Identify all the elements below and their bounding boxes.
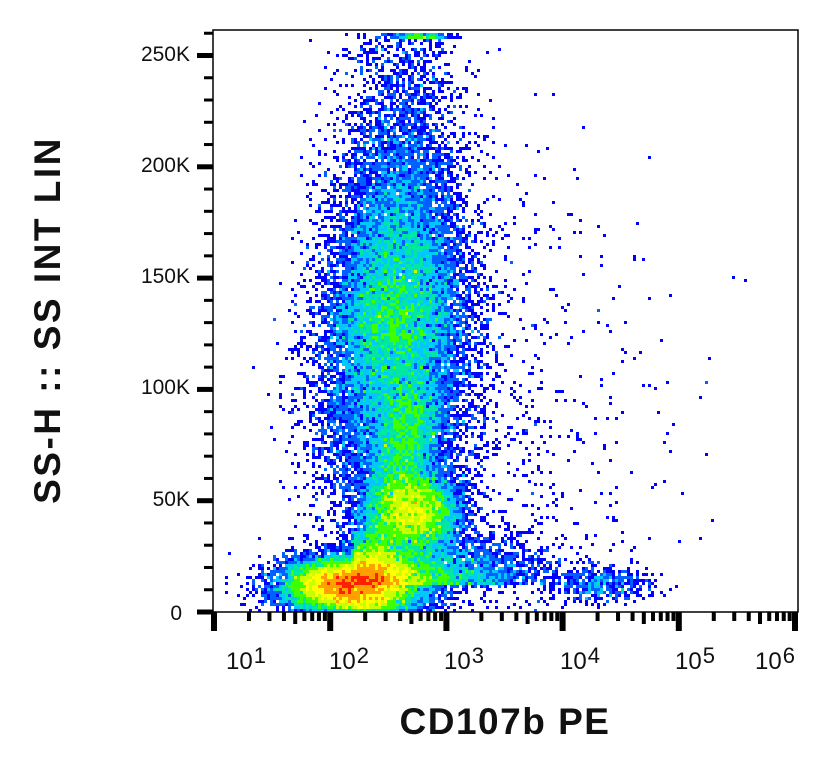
y-major-tick — [197, 387, 213, 392]
x-axis-title: CD107b PE — [400, 701, 611, 743]
x-tick-label: 105 — [675, 650, 715, 674]
x-minor-tick — [439, 612, 443, 621]
x-minor-tick — [651, 612, 655, 621]
x-minor-tick — [384, 612, 388, 621]
y-minor-tick — [204, 99, 213, 102]
x-minor-tick — [409, 612, 413, 624]
y-minor-tick — [204, 143, 213, 146]
x-tick-label: 104 — [560, 650, 600, 674]
y-major-tick — [197, 610, 213, 615]
y-axis-ticks — [197, 32, 213, 615]
y-tick-label: 0 — [102, 603, 182, 624]
x-minor-tick — [514, 612, 518, 621]
x-minor-tick — [310, 612, 314, 621]
y-minor-tick — [204, 299, 213, 302]
x-minor-tick — [302, 612, 306, 621]
x-major-tick — [327, 612, 333, 631]
x-major-tick — [211, 612, 217, 631]
y-minor-tick — [204, 188, 213, 191]
x-minor-tick — [616, 612, 620, 621]
x-tick-label: 103 — [444, 650, 484, 674]
y-minor-tick — [204, 410, 213, 413]
x-minor-tick — [526, 612, 530, 624]
y-minor-tick — [204, 76, 213, 79]
y-major-tick — [197, 164, 213, 169]
x-minor-tick — [267, 612, 271, 621]
x-minor-tick — [398, 612, 402, 621]
y-minor-tick — [204, 321, 213, 324]
y-minor-tick — [204, 521, 213, 524]
x-minor-tick — [500, 612, 504, 621]
x-major-tick — [443, 612, 449, 631]
x-minor-tick — [433, 612, 437, 621]
y-minor-tick — [204, 121, 213, 124]
y-minor-tick — [204, 477, 213, 480]
y-minor-tick — [204, 455, 213, 458]
x-minor-tick — [788, 612, 792, 621]
x-minor-tick — [549, 612, 553, 621]
y-major-tick — [197, 498, 213, 503]
y-minor-tick — [204, 588, 213, 591]
y-minor-tick — [204, 343, 213, 346]
x-minor-tick — [247, 612, 251, 621]
y-major-tick — [197, 53, 213, 58]
x-minor-tick — [479, 612, 483, 621]
y-tick-label: 50K — [110, 489, 190, 510]
x-minor-tick — [543, 612, 547, 621]
x-minor-tick — [293, 612, 297, 624]
x-tick-label: 106 — [755, 650, 795, 674]
y-minor-tick — [204, 566, 213, 569]
event-dots — [225, 33, 747, 612]
y-minor-tick — [204, 366, 213, 369]
x-minor-tick — [712, 612, 716, 621]
y-minor-tick — [204, 210, 213, 213]
x-minor-tick — [323, 612, 327, 621]
x-minor-tick — [758, 612, 762, 624]
x-minor-tick — [631, 612, 635, 621]
x-minor-tick — [659, 612, 663, 621]
x-minor-tick — [775, 612, 779, 621]
y-tick-label: 250K — [110, 44, 190, 65]
x-axis-ticks — [211, 612, 798, 631]
y-tick-label: 100K — [110, 377, 190, 398]
y-major-tick — [197, 276, 213, 281]
x-minor-tick — [642, 612, 646, 624]
x-minor-tick — [666, 612, 670, 621]
x-tick-label: 102 — [329, 650, 369, 674]
x-minor-tick — [732, 612, 736, 621]
y-axis-title: SS-H :: SS INT LIN — [27, 136, 69, 504]
x-tick-label: 101 — [226, 650, 266, 674]
y-minor-tick — [204, 32, 213, 35]
y-tick-label: 150K — [110, 266, 190, 287]
x-minor-tick — [282, 612, 286, 621]
x-minor-tick — [782, 612, 786, 621]
y-minor-tick — [204, 432, 213, 435]
x-minor-tick — [419, 612, 423, 621]
x-minor-tick — [317, 612, 321, 621]
x-minor-tick — [671, 612, 675, 621]
x-major-tick — [560, 612, 566, 631]
x-minor-tick — [555, 612, 559, 621]
x-minor-tick — [363, 612, 367, 621]
x-minor-tick — [426, 612, 430, 621]
y-minor-tick — [204, 254, 213, 257]
y-minor-tick — [204, 232, 213, 235]
x-minor-tick — [767, 612, 771, 621]
y-minor-tick — [204, 544, 213, 547]
y-tick-label: 200K — [110, 155, 190, 176]
x-minor-tick — [596, 612, 600, 621]
x-major-tick — [676, 612, 682, 631]
x-minor-tick — [747, 612, 751, 621]
x-minor-tick — [535, 612, 539, 621]
